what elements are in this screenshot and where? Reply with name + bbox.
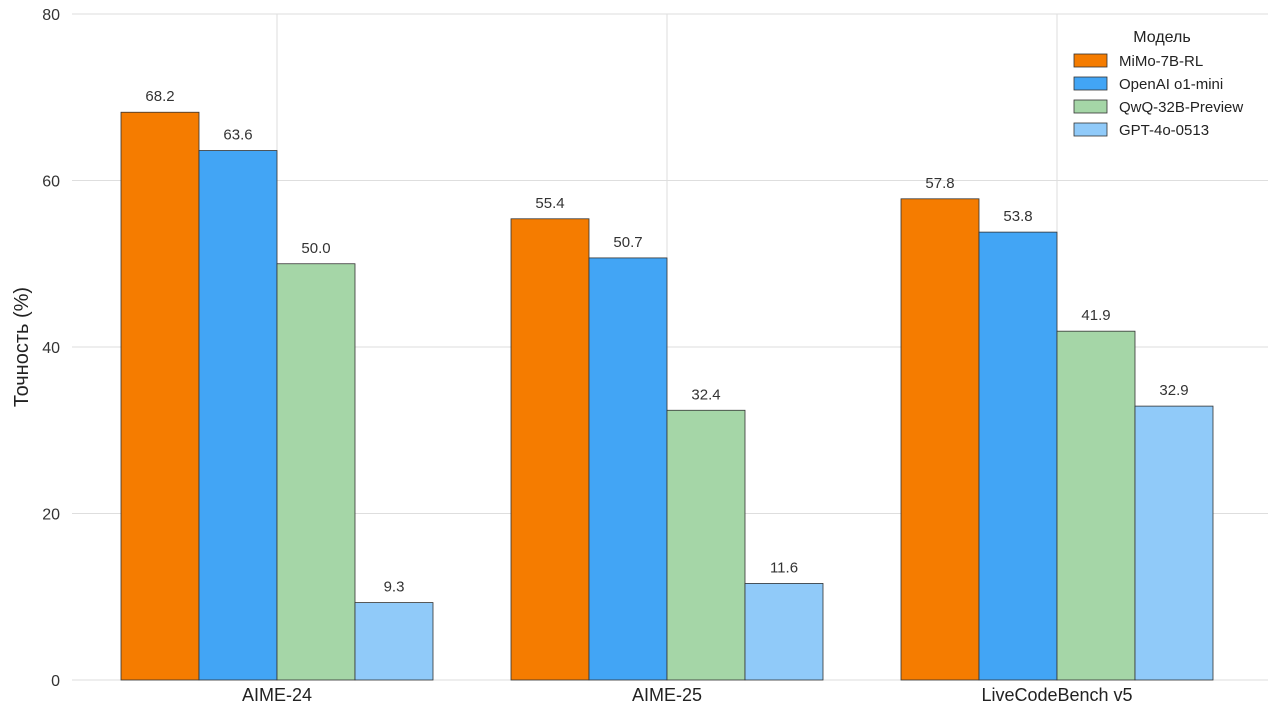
legend-swatch (1073, 122, 1108, 137)
data-label: 11.6 (770, 559, 798, 576)
data-label: 41.9 (1081, 307, 1110, 324)
legend-label: OpenAI o1-mini (1119, 76, 1223, 93)
legend-label: QwQ-32B-Preview (1119, 99, 1243, 116)
bar (588, 257, 668, 681)
data-label: 50.7 (613, 234, 642, 251)
axis-layer: 0 20 40 60 80 AIME-24 AIME-25 LiveCodeBench v5 (42, 7, 1132, 705)
legend-swatch (1073, 53, 1108, 68)
legend: Модель MiMo-7B-RL OpenAI o1-mini QwQ-32B-P… (1073, 29, 1243, 139)
data-label: 50.0 (301, 240, 330, 257)
legend-label: MiMo-7B-RL (1119, 53, 1203, 70)
data-label: 32.9 (1159, 382, 1188, 399)
bar (120, 111, 200, 681)
bar (666, 409, 746, 681)
bar (1134, 405, 1214, 681)
legend-swatch (1073, 76, 1108, 91)
bars-layer (120, 111, 1214, 681)
data-label: 68.2 (145, 88, 174, 105)
bar (1056, 330, 1136, 681)
bar (978, 231, 1058, 681)
data-label: 32.4 (691, 386, 720, 403)
x-tick-label: LiveCodeBench v5 (981, 685, 1132, 705)
legend-items: MiMo-7B-RL OpenAI o1-mini QwQ-32B-Preview G… (1073, 53, 1243, 139)
y-axis-label: Точность (%) (11, 287, 33, 407)
data-label: 63.6 (223, 127, 252, 144)
data-label: 55.4 (535, 195, 564, 212)
data-label: 9.3 (384, 579, 405, 596)
legend-swatch (1073, 99, 1108, 114)
y-tick-label: 80 (42, 7, 60, 24)
bar (354, 602, 434, 681)
y-tick-label: 40 (42, 340, 60, 357)
bar (900, 198, 980, 681)
x-tick-label: AIME-24 (242, 685, 312, 705)
bar (276, 263, 356, 681)
data-label: 57.8 (925, 175, 954, 192)
y-tick-label: 20 (42, 507, 60, 524)
bar (744, 583, 824, 681)
legend-label: GPT-4o-0513 (1119, 122, 1209, 139)
bar (510, 218, 590, 681)
y-tick-label: 0 (51, 673, 60, 690)
x-tick-label: AIME-25 (632, 685, 702, 705)
legend-title: Модель (1133, 29, 1190, 46)
bar (198, 150, 278, 681)
labels-layer: 68.2 55.4 57.8 63.6 50.7 53.8 50.0 32.4 41.9 9.3 1… (145, 88, 1188, 595)
y-tick-label: 60 (42, 174, 60, 191)
data-label: 53.8 (1003, 208, 1032, 225)
